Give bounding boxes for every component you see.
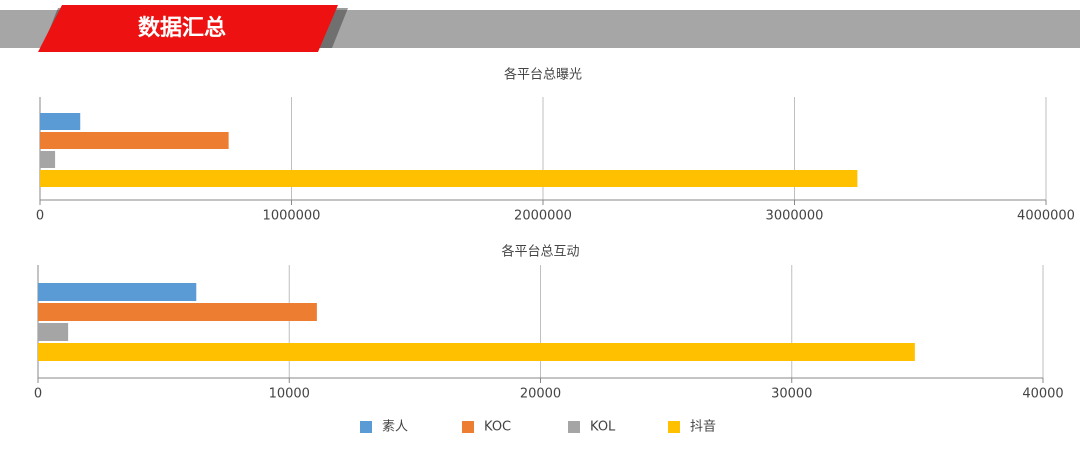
header-tab: [38, 5, 338, 52]
legend-swatch: [360, 421, 372, 433]
bar: [38, 323, 69, 341]
legend-label: 抖音: [690, 419, 716, 435]
x-tick-label: 3000000: [766, 209, 824, 224]
bar: [38, 343, 915, 361]
bar: [40, 151, 56, 168]
x-tick-label: 20000: [520, 387, 561, 402]
legend-label: KOC: [484, 420, 511, 435]
header-title: 数据汇总: [138, 15, 226, 41]
bar: [40, 113, 81, 130]
x-tick-label: 0: [34, 387, 42, 402]
x-tick-label: 2000000: [514, 209, 572, 224]
chart-title: 各平台总互动: [501, 244, 579, 260]
bar: [38, 303, 317, 321]
legend-label: KOL: [590, 420, 616, 435]
x-tick-label: 40000: [1022, 387, 1063, 402]
x-tick-label: 0: [36, 209, 44, 224]
x-tick-label: 4000000: [1017, 209, 1075, 224]
legend-swatch: [668, 421, 680, 433]
x-tick-label: 1000000: [263, 209, 321, 224]
x-tick-label: 10000: [269, 387, 310, 402]
bar: [40, 170, 858, 187]
x-tick-label: 30000: [771, 387, 812, 402]
legend-label: 素人: [382, 420, 408, 435]
chart-title: 各平台总曝光: [504, 67, 582, 83]
bar: [40, 132, 229, 149]
bar: [38, 283, 197, 301]
legend-swatch: [568, 421, 580, 433]
legend-swatch: [462, 421, 474, 433]
